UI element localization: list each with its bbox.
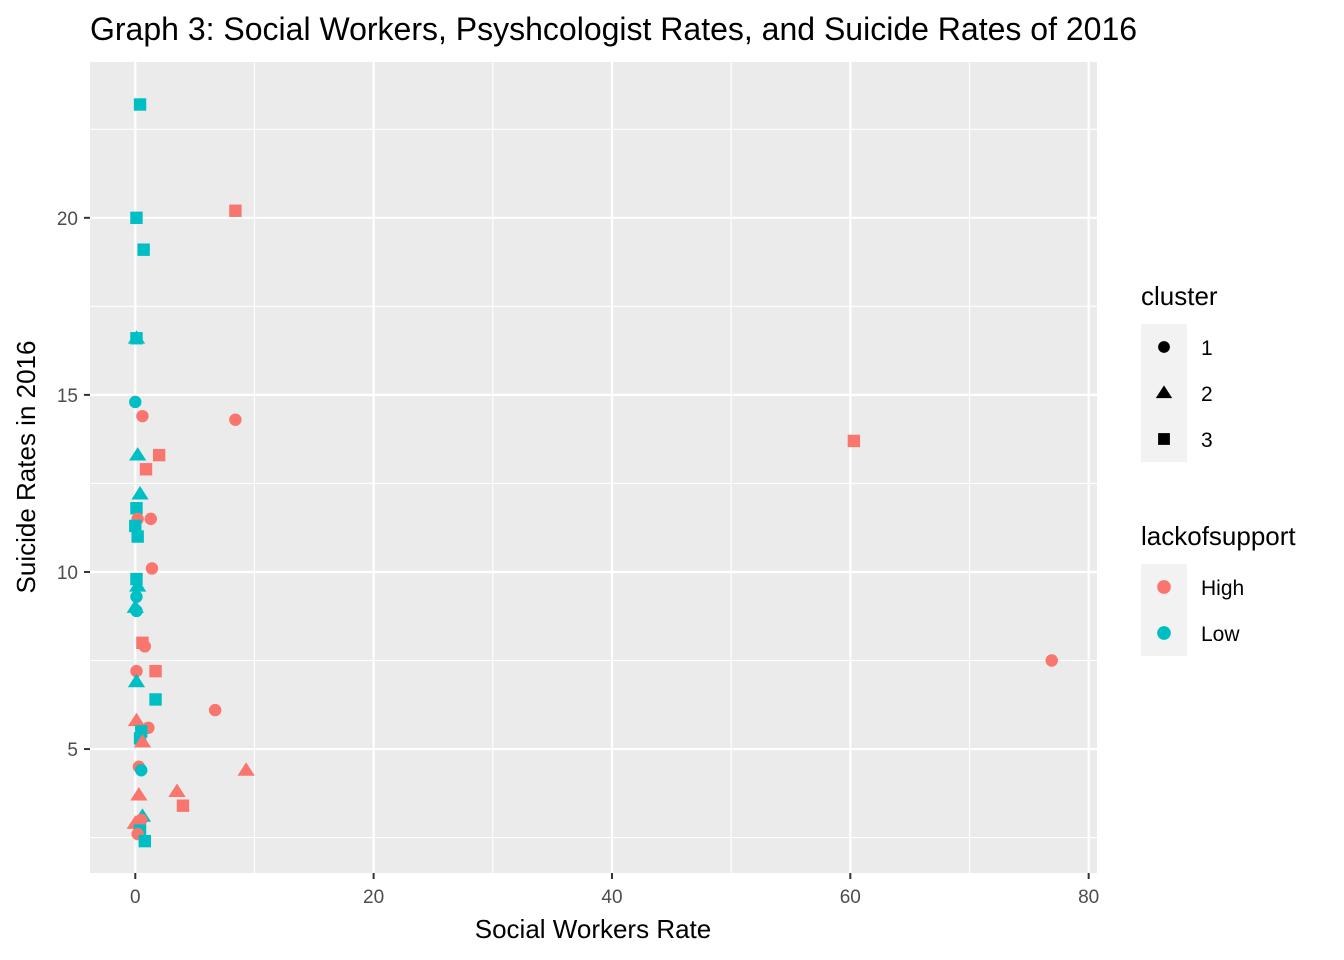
x-tick-label: 60: [840, 887, 861, 908]
legend-key-color: [1157, 626, 1171, 640]
data-point: [229, 204, 242, 217]
data-point: [135, 764, 148, 777]
data-point: [139, 463, 153, 476]
y-tick-label: 20: [57, 209, 78, 230]
plot-panel: [90, 62, 1097, 873]
data-point: [131, 486, 149, 500]
data-point: [145, 562, 159, 575]
legend-key-background: [1141, 564, 1187, 656]
data-point: [229, 413, 242, 426]
y-tick-label: 10: [57, 563, 78, 584]
legend-title-lackofsupport: lackofsupport: [1141, 521, 1296, 551]
data-point: [129, 578, 147, 592]
data-point: [130, 211, 143, 225]
data-point: [144, 512, 157, 526]
x-axis-ticks: 0 20 40 60 80: [130, 873, 1099, 908]
data-point: [133, 733, 152, 748]
data-point: [129, 447, 147, 461]
data-point: [237, 762, 255, 776]
data-point: [1045, 654, 1058, 667]
legend-label-cluster: 3: [1201, 429, 1213, 452]
data-point: [129, 395, 142, 409]
data-point: [136, 409, 149, 423]
legend-key-circle: [1158, 341, 1170, 353]
data-point: [127, 673, 146, 688]
data-point: [137, 243, 150, 256]
data-point: [168, 783, 186, 797]
data-point: [138, 640, 152, 653]
data-point: [138, 834, 152, 848]
data-point: [130, 604, 143, 618]
legend-title-cluster: cluster: [1141, 281, 1218, 311]
legend-label-lackofsupport: High: [1201, 577, 1244, 600]
data-point: [130, 502, 143, 515]
data-point: [131, 530, 144, 543]
data-point: [130, 332, 143, 345]
x-tick-label: 40: [601, 887, 622, 908]
data-point: [152, 448, 166, 462]
y-tick-label: 5: [67, 740, 78, 761]
x-tick-label: 20: [363, 887, 384, 908]
x-tick-label: 80: [1078, 887, 1099, 908]
legend-key-square: [1158, 433, 1170, 445]
data-point: [129, 519, 142, 533]
data-point: [130, 590, 143, 603]
data-point: [130, 787, 148, 801]
legend-key-triangle: [1155, 385, 1173, 399]
y-axis-title: Suicide Rates in 2016: [11, 341, 41, 594]
legend: cluster 1 2 3 lackofsupport High Low: [1141, 281, 1296, 656]
legend-label-cluster: 2: [1201, 383, 1213, 406]
data-point: [127, 712, 146, 727]
data-point: [149, 664, 162, 678]
data-point: [130, 664, 143, 678]
data-point: [149, 693, 162, 706]
y-tick-label: 15: [57, 386, 78, 407]
data-point: [176, 799, 190, 812]
legend-key-color: [1157, 580, 1171, 594]
legend-label-cluster: 1: [1201, 337, 1213, 360]
legend-label-lackofsupport: Low: [1201, 623, 1240, 646]
y-axis-ticks: 5 10 15 20: [57, 209, 90, 761]
x-axis-title: Social Workers Rate: [475, 914, 712, 944]
chart-title: Graph 3: Social Workers, Psyshcologist R…: [90, 11, 1137, 47]
data-point: [208, 703, 222, 717]
x-tick-label: 0: [130, 887, 141, 908]
data-point: [847, 434, 861, 448]
data-point: [133, 98, 147, 111]
data-points: [126, 98, 1058, 848]
minor-gridlines: [90, 62, 1097, 873]
